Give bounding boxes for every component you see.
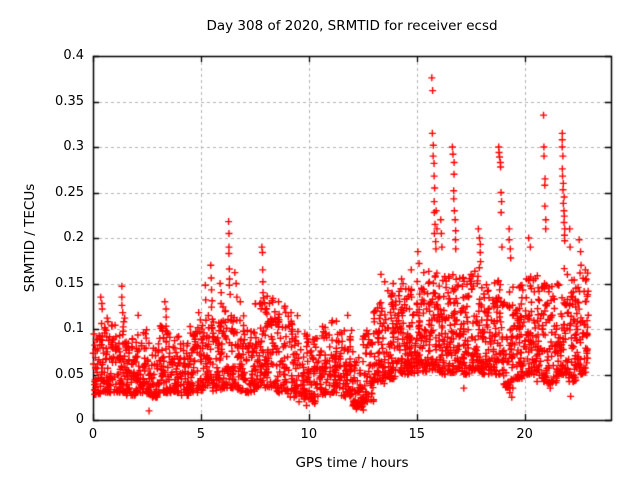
x-tick-label: 5 [196,427,206,442]
chart-title: Day 308 of 2020, SRMTID for receiver ecs… [206,18,498,34]
y-tick-label: 0 [75,412,84,427]
x-axis-label: GPS time / hours [295,455,409,471]
y-tick-label: 0.3 [63,139,84,154]
x-tick-label: 10 [300,427,318,442]
x-tick-label: 0 [88,427,98,442]
y-tick-label: 0.4 [63,48,84,63]
y-tick-label: 0.25 [55,184,84,200]
y-tick-label: 0.1 [63,321,84,336]
x-tick-label: 15 [408,427,426,442]
y-tick-label: 0.05 [55,366,84,382]
y-tick-label: 0.2 [63,230,84,245]
y-tick-label: 0.15 [55,275,84,291]
x-tick-label: 20 [516,427,533,442]
y-tick-label: 0.35 [55,93,84,109]
